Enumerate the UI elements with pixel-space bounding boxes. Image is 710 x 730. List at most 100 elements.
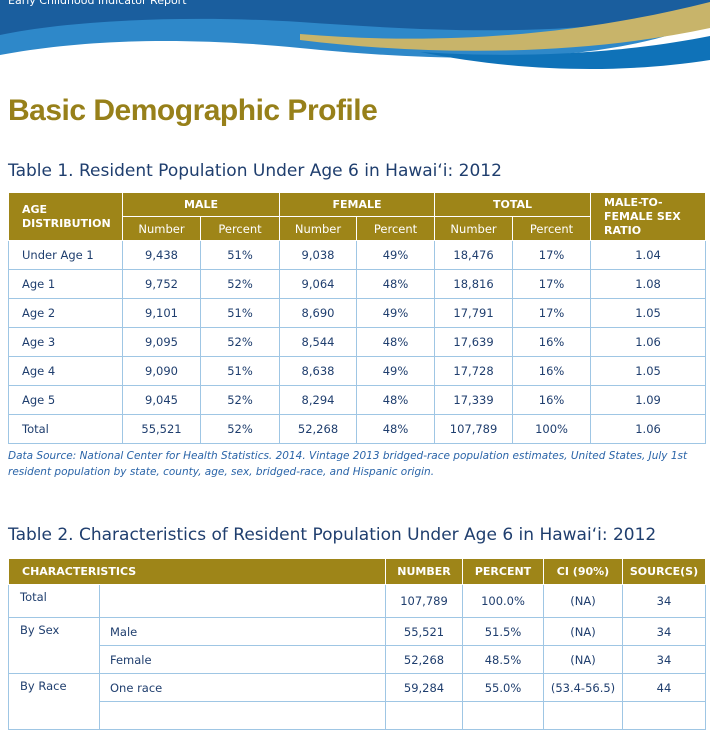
table-row: Total 55,521 52% 52,268 48% 107,789 100% 1.06 xyxy=(8,414,707,444)
row-label xyxy=(99,584,386,618)
table-cell: 9,064 xyxy=(279,269,358,299)
table-cell: Age 1 xyxy=(8,269,123,299)
table-cell: 107,789 xyxy=(385,584,463,618)
table-cell: 34 xyxy=(622,584,706,618)
group-label: By Race xyxy=(8,673,100,730)
table-cell: 9,101 xyxy=(122,298,201,328)
table-cell: 49% xyxy=(356,298,436,328)
column-header: FEMALE xyxy=(279,192,436,217)
column-header: CI (90%) xyxy=(543,558,623,585)
table-cell: Age 3 xyxy=(8,327,123,357)
table-row: By Sex Male 55,521 51.5% (NA) 34 xyxy=(8,617,706,674)
table-cell: 17% xyxy=(512,240,592,270)
table-cell: 16% xyxy=(512,385,592,415)
table-cell xyxy=(543,701,623,730)
table-row: Age 1 9,752 52% 9,064 48% 18,816 17% 1.08 xyxy=(8,269,707,299)
table-cell: 9,752 xyxy=(122,269,201,299)
table-cell: 1.06 xyxy=(590,327,707,357)
column-header: AGE DISTRIBUTION xyxy=(8,192,123,241)
table-cell: 48% xyxy=(356,385,436,415)
table-cell: 107,789 xyxy=(434,414,514,444)
table-cell xyxy=(462,701,544,730)
table-cell: 17,728 xyxy=(434,356,514,386)
table-cell: (53.4-56.5) xyxy=(543,673,623,702)
table-cell: 17,339 xyxy=(434,385,514,415)
wave xyxy=(0,0,710,35)
table-cell: 18,816 xyxy=(434,269,514,299)
table-cell: 17% xyxy=(512,298,592,328)
table-cell: 9,438 xyxy=(122,240,201,270)
table-cell: Age 5 xyxy=(8,385,123,415)
table-cell: 1.08 xyxy=(590,269,707,299)
table-cell xyxy=(622,701,706,730)
table-row: Female 52,268 48.5% (NA) 34 xyxy=(9,645,706,674)
table-cell: 8,544 xyxy=(279,327,358,357)
column-header: MALE-TO-FEMALE SEX RATIO xyxy=(590,192,707,241)
table-cell: Age 4 xyxy=(8,356,123,386)
table-cell: (NA) xyxy=(543,645,623,674)
page-title: Basic Demographic Profile xyxy=(8,94,378,127)
table-cell: 48% xyxy=(356,414,436,444)
table-cell: 52% xyxy=(199,327,281,357)
table-cell: 52% xyxy=(199,269,281,299)
table-cell: 51% xyxy=(199,240,281,270)
row-label: Female xyxy=(99,645,386,674)
row-label: One race xyxy=(99,673,386,702)
table-cell: 17,791 xyxy=(434,298,514,328)
header-banner xyxy=(0,0,710,70)
column-header: MALE xyxy=(121,192,281,217)
table-cell: 9,045 xyxy=(122,385,201,415)
table-cell: 52,268 xyxy=(385,645,463,674)
table-cell: 55,521 xyxy=(385,617,463,646)
table-cell: 1.06 xyxy=(590,414,707,444)
table-cell: 51.5% xyxy=(462,617,544,646)
table-row: By Race One race 59,284 55.0% (53.4-56.5) 44 xyxy=(8,673,706,730)
table-row xyxy=(9,701,706,730)
table-cell: 55.0% xyxy=(462,673,544,702)
table-cell: Under Age 1 xyxy=(8,240,123,270)
table-cell: 9,090 xyxy=(122,356,201,386)
table-cell: Total xyxy=(8,414,123,444)
group-label: Total xyxy=(8,584,100,618)
table-cell: 9,038 xyxy=(279,240,358,270)
table-cell: 18,476 xyxy=(434,240,514,270)
table-cell: 17,639 xyxy=(434,327,514,357)
gold-stripe xyxy=(300,2,710,51)
table-cell: 52,268 xyxy=(279,414,358,444)
sub-header: Percent xyxy=(512,216,592,241)
table-cell: 8,638 xyxy=(279,356,358,386)
report-name: Early Childhood Indicator Report xyxy=(8,0,187,7)
sub-header: Percent xyxy=(199,216,281,241)
table-cell: 1.04 xyxy=(590,240,707,270)
table-cell xyxy=(99,701,386,730)
table-cell: 55,521 xyxy=(122,414,201,444)
table-cell: 52% xyxy=(199,385,281,415)
table-row: Age 3 9,095 52% 8,544 48% 17,639 16% 1.06 xyxy=(8,327,707,357)
table-cell: 48.5% xyxy=(462,645,544,674)
column-header: NUMBER xyxy=(385,558,463,585)
table-cell: 17% xyxy=(512,269,592,299)
table-cell: 8,294 xyxy=(279,385,358,415)
table-cell: (NA) xyxy=(543,617,623,646)
table-cell: 16% xyxy=(512,327,592,357)
table-caption: Table 1. Resident Population Under Age 6… xyxy=(8,161,502,181)
table-row: Total 107,789 100.0% (NA) 34 xyxy=(8,584,706,618)
table-cell: 100% xyxy=(512,414,592,444)
table-cell: Age 2 xyxy=(8,298,123,328)
column-header: PERCENT xyxy=(462,558,544,585)
sub-header: Percent xyxy=(356,216,436,241)
column-header: TOTAL xyxy=(434,192,592,217)
table-cell: 100.0% xyxy=(462,584,544,618)
table-cell: 16% xyxy=(512,356,592,386)
characteristics-table: CHARACTERISTICS NUMBER PERCENT CI (90%) SOUR… xyxy=(8,558,706,730)
table-cell: 48% xyxy=(356,327,436,357)
sub-header: Number xyxy=(122,216,201,241)
table-cell: 59,284 xyxy=(385,673,463,702)
table-row: Under Age 1 9,438 51% 9,038 49% 18,476 17% 1.04 xyxy=(8,240,707,270)
table-cell: 48% xyxy=(356,269,436,299)
table-cell: 49% xyxy=(356,356,436,386)
table-cell: 49% xyxy=(356,240,436,270)
table-cell: 51% xyxy=(199,356,281,386)
table-cell: 34 xyxy=(622,617,706,646)
